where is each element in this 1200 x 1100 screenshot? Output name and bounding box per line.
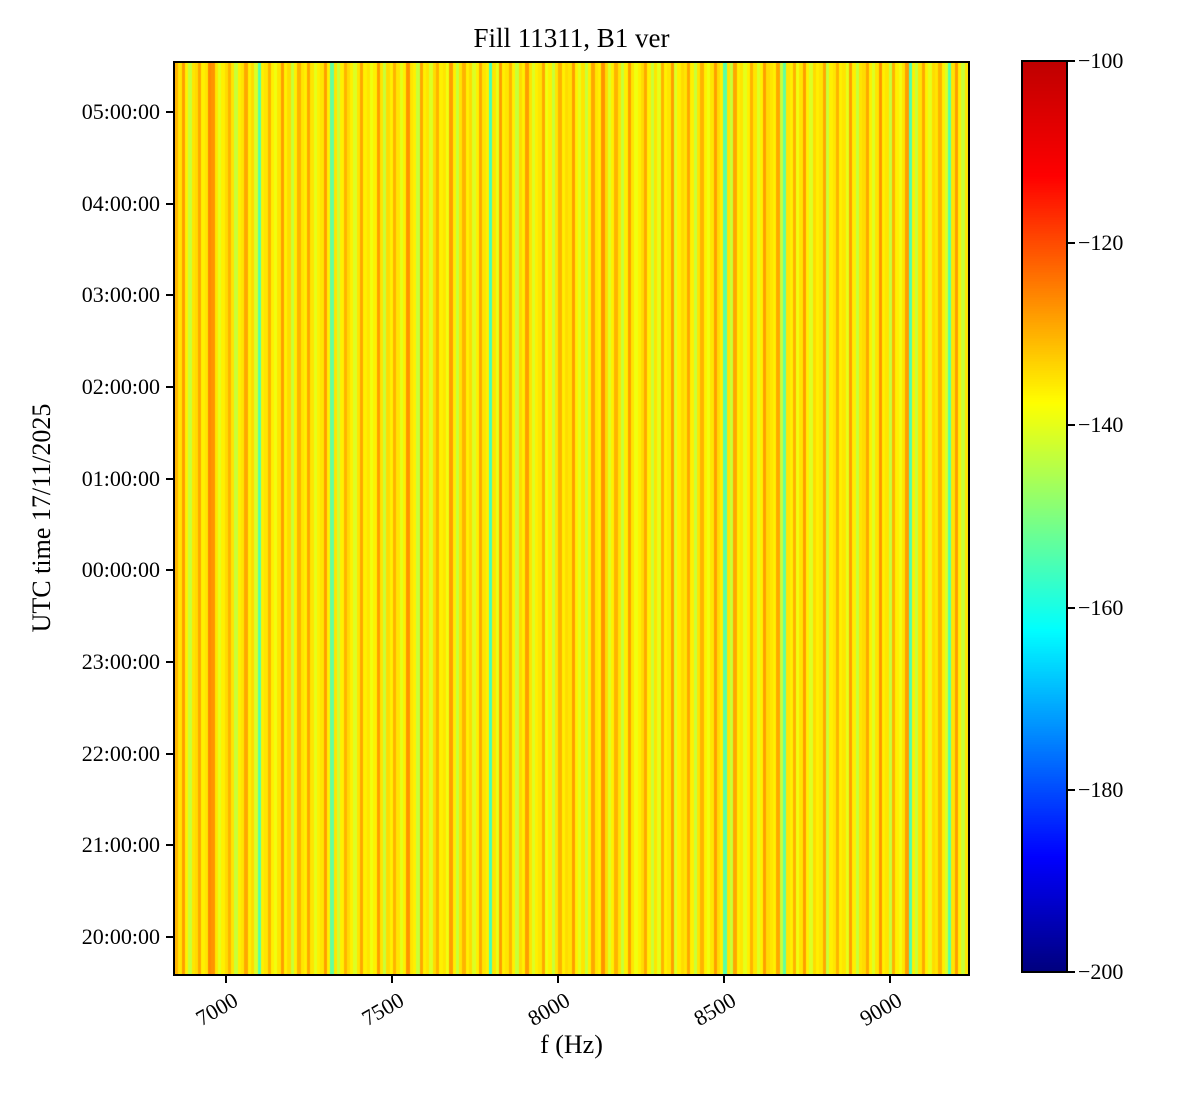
x-tick-mark <box>391 976 394 983</box>
colorbar-tick-mark <box>1068 424 1075 427</box>
x-tick-label: 9000 <box>855 987 907 1031</box>
colorbar-tick-mark <box>1068 242 1075 245</box>
x-tick-label: 7500 <box>357 987 409 1031</box>
x-axis-label: f (Hz) <box>540 1030 603 1059</box>
x-tick-mark <box>225 976 228 983</box>
y-tick-label: 02:00:00 <box>81 373 160 399</box>
x-tick-mark <box>889 976 892 983</box>
x-tick-label: 8500 <box>689 987 741 1031</box>
colorbar-tick-mark <box>1068 60 1075 62</box>
y-tick-label: 00:00:00 <box>81 557 160 583</box>
y-tick-mark <box>166 477 173 480</box>
plot-area <box>173 61 970 976</box>
y-tick-label: 20:00:00 <box>81 924 160 950</box>
y-tick-label: 05:00:00 <box>81 98 160 124</box>
colorbar-tick-mark <box>1068 606 1075 609</box>
y-tick-mark <box>166 110 173 113</box>
y-tick-mark <box>166 844 173 847</box>
colorbar-tick-label: −200 <box>1078 959 1124 984</box>
y-tick-mark <box>166 569 173 572</box>
y-tick-mark <box>166 385 173 388</box>
x-tick-label: 7000 <box>191 987 243 1031</box>
y-tick-label: 21:00:00 <box>81 832 160 858</box>
x-tick-mark <box>723 976 726 983</box>
colorbar-tick-label: −120 <box>1078 230 1124 256</box>
y-tick-label: 23:00:00 <box>81 649 160 675</box>
heatmap-canvas <box>175 63 968 974</box>
y-tick-mark <box>166 936 173 939</box>
colorbar-canvas <box>1023 62 1066 971</box>
x-tick-mark <box>557 976 560 983</box>
y-tick-label: 03:00:00 <box>81 282 160 308</box>
colorbar-tick-label: −140 <box>1078 412 1124 438</box>
y-tick-mark <box>166 661 173 664</box>
x-tick-label: 8000 <box>523 987 575 1031</box>
colorbar-tick-mark <box>1068 971 1075 973</box>
y-tick-label: 04:00:00 <box>81 190 160 216</box>
colorbar-tick-label: −100 <box>1078 48 1124 73</box>
y-tick-mark <box>166 752 173 755</box>
chart-title: Fill 11311, B1 ver <box>473 23 670 53</box>
y-tick-mark <box>166 202 173 205</box>
colorbar-tick-mark <box>1068 788 1075 791</box>
colorbar-tick-label: −180 <box>1078 776 1124 802</box>
y-tick-label: 01:00:00 <box>81 465 160 491</box>
colorbar <box>1021 60 1068 973</box>
y-tick-label: 22:00:00 <box>81 740 160 766</box>
colorbar-tick-label: −160 <box>1078 594 1124 620</box>
y-axis-label: UTC time 17/11/2025 <box>27 403 56 633</box>
y-tick-mark <box>166 294 173 297</box>
